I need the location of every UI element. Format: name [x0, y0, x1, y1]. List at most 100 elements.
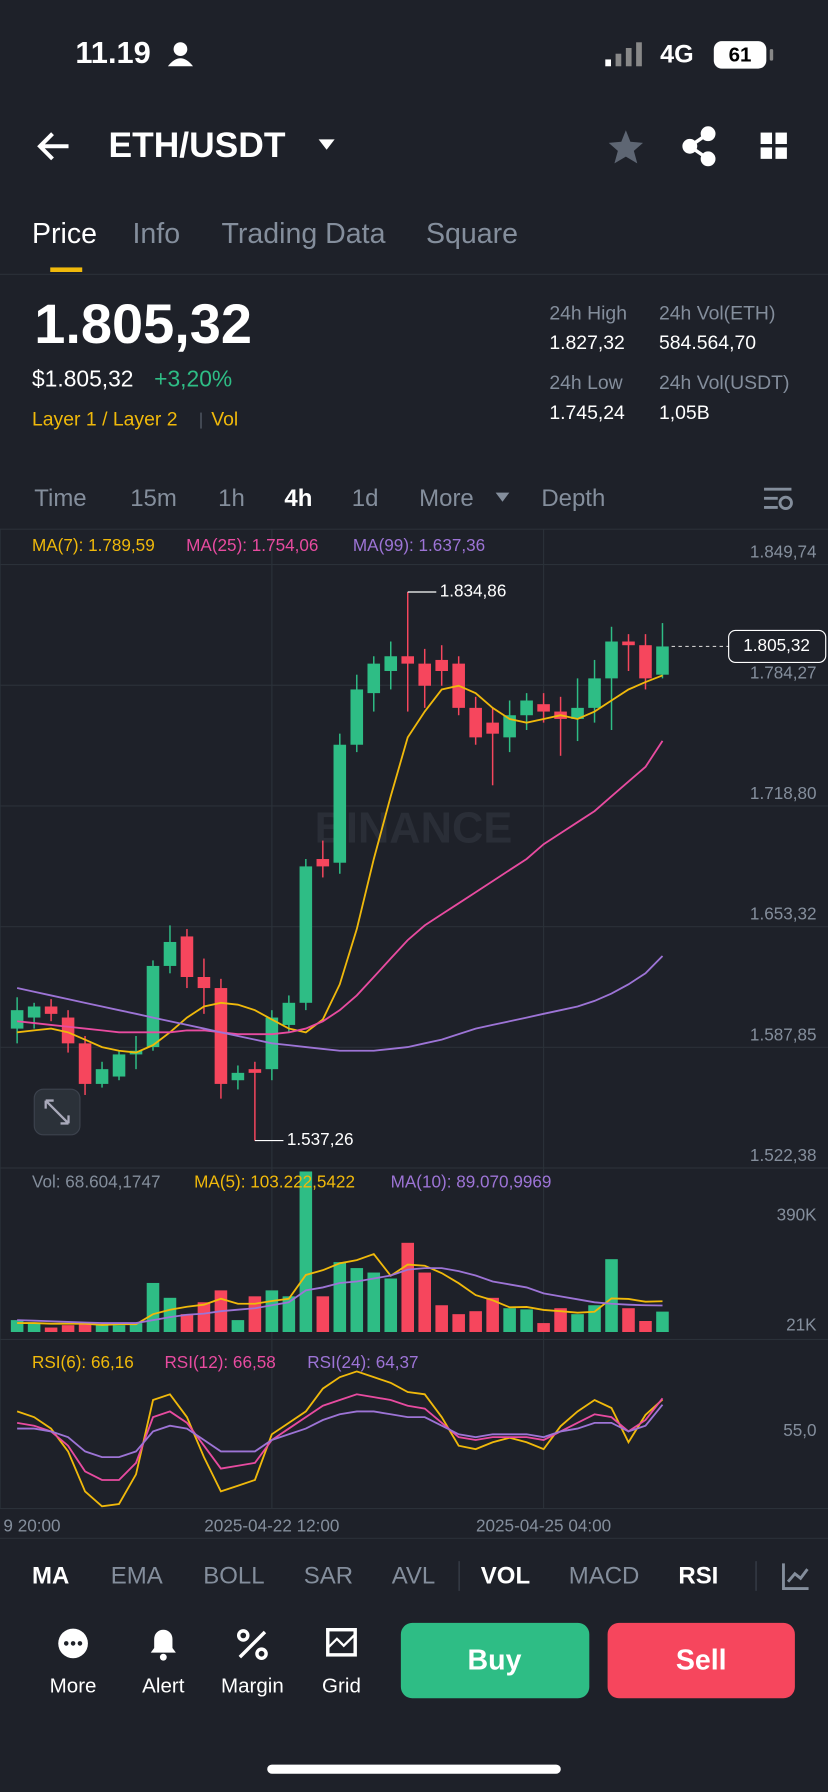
- volume-bar: [605, 1259, 618, 1332]
- y-tick-label: 1.522,38: [750, 1145, 817, 1165]
- indicator-settings[interactable]: [782, 1563, 809, 1590]
- volume-bar: [333, 1262, 347, 1332]
- last-price: 1.805,32: [34, 292, 252, 355]
- chart-settings-icon[interactable]: [764, 487, 793, 510]
- candle-body: [367, 663, 381, 694]
- candle-body: [605, 641, 618, 679]
- volume-bar: [248, 1296, 262, 1332]
- stats: 24h High 1.827,32 24h Vol(ETH) 584.564,70 24…: [549, 302, 789, 423]
- volume-bar: [163, 1297, 177, 1332]
- pair-title[interactable]: ETH/USDT: [108, 125, 285, 165]
- interval[interactable]: More: [419, 485, 474, 512]
- candle-body: [537, 704, 550, 712]
- volume-bar: [265, 1290, 279, 1332]
- volume-bar: [622, 1308, 635, 1332]
- candle-body: [316, 859, 330, 867]
- candle-body: [639, 645, 652, 679]
- action-label[interactable]: Alert: [142, 1674, 185, 1697]
- indicator[interactable]: AVL: [392, 1562, 436, 1589]
- share-icon[interactable]: [682, 126, 716, 167]
- battery: [713, 41, 767, 69]
- battery-level: 61: [729, 43, 752, 66]
- y-tick-label: 390K: [777, 1205, 818, 1225]
- candle-body: [588, 678, 601, 708]
- tag[interactable]: Vol: [211, 409, 238, 431]
- back-button[interactable]: [37, 132, 69, 161]
- candle-body: [299, 866, 313, 1003]
- action-icons: [58, 1628, 357, 1661]
- network: 4G: [660, 41, 694, 69]
- annotation: 1.537,26: [287, 1129, 354, 1149]
- stat-label: 24h Vol(USDT): [659, 372, 789, 394]
- stat-value: 1.745,24: [549, 402, 625, 424]
- buy-button[interactable]: [400, 1622, 590, 1699]
- indicator[interactable]: MACD: [569, 1562, 640, 1589]
- candle-body: [231, 1072, 245, 1081]
- candle-body: [78, 1043, 92, 1084]
- status-time: 11.19: [75, 35, 150, 70]
- candle-body: [469, 707, 482, 738]
- stat-value: 1,05B: [659, 402, 710, 424]
- tab-indicator: [50, 267, 83, 272]
- tab[interactable]: Price: [32, 218, 97, 250]
- volume-bar: [384, 1278, 398, 1332]
- candle-body: [486, 722, 499, 734]
- interval[interactable]: 1h: [218, 485, 245, 512]
- favorite-icon[interactable]: [608, 130, 643, 164]
- indicator[interactable]: EMA: [111, 1562, 163, 1589]
- layout-icon[interactable]: [760, 132, 787, 159]
- legend-item: MA(10): 89.070,9969: [391, 1171, 552, 1191]
- action-label[interactable]: Grid: [322, 1674, 361, 1697]
- legend-item: RSI(24): 64,37: [307, 1352, 418, 1372]
- volume-bar: [10, 1320, 24, 1332]
- sell-label[interactable]: Sell: [676, 1644, 727, 1676]
- action-label[interactable]: Margin: [221, 1674, 284, 1697]
- interval[interactable]: 15m: [130, 485, 177, 512]
- tab[interactable]: Trading Data: [222, 218, 386, 250]
- indicator[interactable]: VOL: [481, 1562, 530, 1589]
- stat-label: 24h Vol(ETH): [659, 302, 775, 324]
- candle-body: [503, 715, 516, 738]
- indicator[interactable]: MA: [32, 1562, 69, 1589]
- indicator[interactable]: BOLL: [203, 1562, 264, 1589]
- candle-body: [333, 744, 347, 863]
- volume-bar: [282, 1296, 296, 1332]
- legend-item: MA(7): 1.789,59: [32, 535, 155, 555]
- volume-bar: [61, 1325, 75, 1332]
- volume-bar: [27, 1323, 41, 1332]
- candle-body: [520, 700, 533, 716]
- volume-bar: [401, 1242, 415, 1332]
- stat-value: 584.564,70: [659, 332, 756, 354]
- person-icon: [167, 42, 194, 67]
- volume-bar: [469, 1311, 482, 1332]
- volume-bar: [350, 1268, 364, 1332]
- volume-bar: [299, 1171, 313, 1332]
- interval[interactable]: Depth: [541, 485, 605, 512]
- more-dropdown[interactable]: [495, 492, 510, 502]
- tab[interactable]: Info: [132, 218, 180, 250]
- volume-bar: [112, 1325, 126, 1332]
- tab[interactable]: Square: [426, 218, 518, 250]
- stat-label: 24h Low: [549, 372, 623, 394]
- volume-bar: [316, 1296, 330, 1332]
- indicator[interactable]: RSI: [678, 1562, 718, 1589]
- interval[interactable]: 1d: [352, 485, 379, 512]
- candle-body: [435, 659, 448, 672]
- ma-line: [17, 740, 664, 1036]
- indicator[interactable]: SAR: [304, 1562, 353, 1589]
- y-tick-label: 21K: [786, 1314, 817, 1334]
- action-label[interactable]: More: [50, 1674, 97, 1697]
- volume-bar: [435, 1305, 448, 1332]
- rsi-line: [17, 1404, 664, 1459]
- battery-tip: [769, 49, 774, 61]
- candle-body: [384, 656, 398, 672]
- volume-bar: [656, 1311, 669, 1332]
- sell-button[interactable]: [607, 1622, 795, 1699]
- y-tick-label: 1.784,27: [750, 662, 817, 682]
- pair-dropdown[interactable]: [318, 139, 335, 150]
- buy-label[interactable]: Buy: [468, 1644, 522, 1676]
- expand-icon[interactable]: [33, 1088, 81, 1136]
- tag[interactable]: Layer 1 / Layer 2: [32, 409, 178, 431]
- interval[interactable]: 4h: [284, 485, 312, 512]
- interval[interactable]: Time: [34, 485, 86, 512]
